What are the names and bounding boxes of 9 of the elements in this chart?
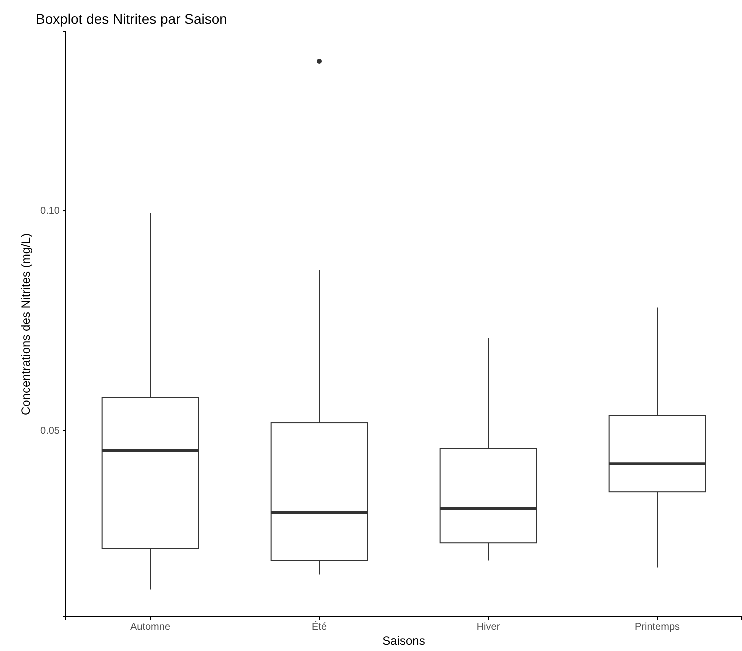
x-tick-label: Automne [130, 622, 171, 634]
x-tick-label: Été [312, 621, 328, 634]
x-tick-label: Hiver [476, 622, 501, 634]
x-axis-title: Saisons [382, 634, 426, 648]
x-tick-label: Printemps [634, 622, 680, 634]
chart-title: Boxplot des Nitrites par Saison [36, 11, 228, 27]
y-tick-label: 0.10 [40, 206, 60, 218]
y-tick-label: 0.05 [40, 426, 60, 438]
y-axis-title: Concentrations des Nitrites (mg/L) [19, 233, 33, 416]
